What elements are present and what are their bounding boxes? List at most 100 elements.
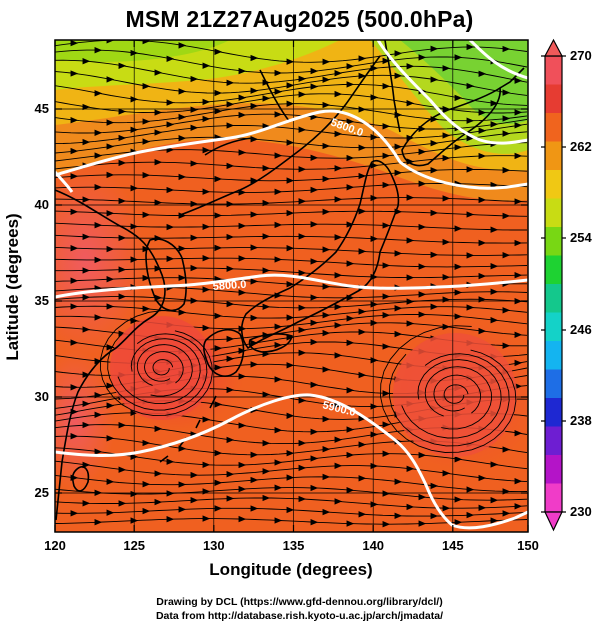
- streamline-arrow: [166, 55, 175, 62]
- streamline-arrow: [70, 339, 79, 346]
- lon-tick-120: 120: [44, 538, 66, 553]
- streamline-arrow: [454, 263, 463, 270]
- streamline-arrow: [346, 118, 355, 125]
- streamline-arrow: [502, 510, 511, 517]
- streamline-arrow: [346, 81, 355, 88]
- streamline-arrow: [466, 43, 475, 51]
- streamline-arrow: [202, 147, 211, 154]
- streamline-arrow: [82, 371, 91, 378]
- streamline-arrow: [82, 294, 91, 301]
- streamline-arrow: [334, 70, 343, 77]
- y-axis-title: Latitude (degrees): [3, 213, 22, 360]
- streamline-arrow: [226, 122, 235, 129]
- wind-vortices: [99, 310, 517, 457]
- streamline-arrow: [142, 83, 151, 90]
- streamline-arrow: [406, 320, 415, 327]
- streamline-arrow: [106, 509, 115, 516]
- streamline-arrow: [406, 194, 415, 201]
- streamline-arrow: [166, 490, 175, 497]
- streamline-arrow: [382, 421, 391, 428]
- streamline-arrow: [118, 134, 127, 142]
- streamline-arrow: [274, 484, 283, 491]
- lat-tick-40: 40: [35, 197, 49, 212]
- streamline-arrow: [178, 506, 187, 513]
- streamline-arrow: [514, 198, 523, 205]
- streamline-arrow: [382, 450, 391, 457]
- streamline-arrow: [514, 331, 523, 338]
- streamline-arrow: [142, 211, 151, 218]
- streamline-arrow: [298, 126, 307, 133]
- streamline-arrow: [406, 274, 415, 281]
- streamline-arrow: [370, 194, 379, 202]
- streamline-arrow: [166, 99, 175, 106]
- streamline-arrow: [442, 470, 451, 477]
- streamline-arrow: [274, 69, 283, 77]
- streamline-arrow: [178, 173, 187, 181]
- streamline-arrow: [346, 520, 355, 527]
- streamline-arrow: [454, 313, 463, 320]
- streamline-arrow: [154, 425, 163, 432]
- streamline-arrow: [454, 496, 463, 503]
- streamline-arrow: [298, 269, 307, 277]
- streamline-arrow: [346, 487, 355, 494]
- streamline-arrow: [406, 503, 415, 511]
- graticule: [55, 40, 528, 532]
- streamline-arrow: [418, 291, 427, 298]
- vortex-ring: [388, 353, 510, 447]
- streamline-arrow: [442, 195, 451, 202]
- streamline-arrow: [322, 76, 331, 83]
- streamline-arrow: [118, 266, 127, 273]
- streamline-arrow: [82, 233, 91, 240]
- streamline-arrow: [178, 481, 187, 488]
- streamline-arrow: [490, 181, 499, 189]
- streamline-arrow: [106, 143, 115, 150]
- streamline-arrow: [238, 485, 247, 493]
- streamline-arrow: [262, 267, 271, 274]
- streamline-arrow: [202, 115, 211, 123]
- streamline-arrow: [226, 300, 235, 308]
- streamline-arrow: [202, 62, 211, 69]
- streamline-arrow: [454, 225, 463, 232]
- streamline-arrow: [118, 197, 127, 205]
- streamline-arrow: [394, 478, 403, 485]
- streamline-arrow: [430, 251, 439, 258]
- streamline-arrow: [262, 233, 271, 240]
- streamline-arrow: [106, 245, 115, 253]
- streamline-arrow: [106, 276, 115, 283]
- streamline-arrow: [250, 211, 259, 218]
- streamline-arrow: [310, 519, 319, 526]
- streamline-arrow: [430, 209, 439, 217]
- streamline-arrow: [394, 169, 403, 176]
- lon-tick-140: 140: [362, 538, 384, 553]
- streamline-arrow: [178, 309, 187, 316]
- streamline-arrow: [142, 507, 151, 515]
- streamline-arrow: [298, 166, 307, 173]
- streamline-arrow: [142, 40, 151, 45]
- streamline-arrow: [310, 258, 319, 265]
- streamline-arrow: [106, 171, 115, 179]
- coast-shikoku: [248, 333, 293, 353]
- streamline-arrow: [202, 223, 211, 230]
- streamline-arrow: [370, 235, 379, 242]
- streamline-arrow: [154, 470, 163, 477]
- streamline-arrow: [226, 355, 235, 362]
- streamline-arrow: [382, 123, 391, 130]
- vortex-ring: [144, 351, 184, 384]
- streamline-arrow: [478, 109, 487, 116]
- streamline-arrow: [322, 208, 331, 215]
- streamline-arrow: [370, 501, 379, 508]
- streamline-arrow: [274, 188, 283, 195]
- streamline-arrow: [214, 449, 223, 457]
- streamline-arrow: [334, 498, 343, 505]
- streamline-arrow: [166, 458, 175, 465]
- streamline-arrow: [106, 344, 115, 351]
- streamline-arrow: [178, 245, 187, 252]
- streamline-arrow: [154, 498, 163, 506]
- streamline-arrow: [262, 95, 271, 102]
- streamline-arrow: [442, 154, 451, 162]
- vortex-background: [393, 333, 517, 457]
- streamline-arrow: [358, 441, 367, 448]
- streamline-arrow: [214, 364, 223, 371]
- streamline-arrow: [322, 446, 331, 453]
- streamline-arrow: [142, 274, 151, 282]
